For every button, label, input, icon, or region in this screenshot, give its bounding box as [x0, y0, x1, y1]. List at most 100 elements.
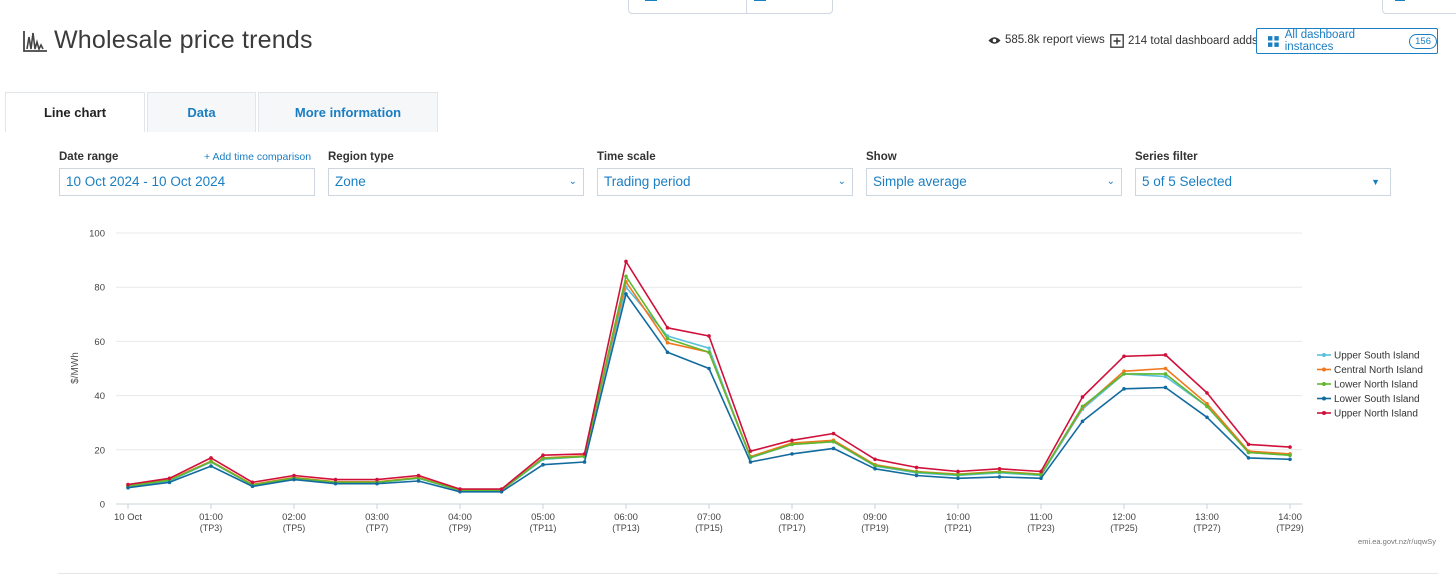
- page-title: Wholesale price trends: [54, 26, 313, 54]
- data-point: [997, 466, 1002, 471]
- data-point: [790, 442, 794, 447]
- y-tick-label: 80: [94, 283, 105, 294]
- legend-marker: [1322, 396, 1326, 401]
- x-tick-sublabel: (TP5): [283, 523, 306, 533]
- x-tick-sublabel: (TP15): [695, 523, 723, 533]
- legend-item[interactable]: Lower South Island: [1317, 394, 1420, 405]
- series-filter-select[interactable]: 5 of 5 Selected ▼: [1135, 168, 1391, 196]
- y-tick-label: 100: [89, 229, 105, 240]
- data-point: [126, 482, 130, 487]
- data-point: [1039, 472, 1043, 477]
- x-tick-label: 10:00: [946, 512, 970, 523]
- show-select[interactable]: Simple average ⌄: [866, 168, 1122, 196]
- list-icon: [645, 0, 657, 1]
- data-point: [1205, 404, 1209, 409]
- eye-icon: [988, 36, 1001, 44]
- x-tick-sublabel: (TP21): [944, 523, 972, 533]
- series-line: [127, 275, 1291, 492]
- region-type-select[interactable]: Zone ⌄: [328, 168, 584, 196]
- series-line: [127, 260, 1291, 490]
- legend-item[interactable]: Upper North Island: [1317, 409, 1418, 420]
- date-range-label: Date range: [59, 151, 119, 163]
- data-point: [624, 274, 628, 279]
- data-point: [831, 446, 836, 451]
- data-point: [956, 469, 960, 474]
- x-tick-sublabel: (TP11): [530, 523, 557, 533]
- data-point: [209, 459, 213, 464]
- tab-more-information[interactable]: More information: [258, 92, 438, 132]
- x-tick-label: 07:00: [697, 512, 721, 523]
- data-point: [209, 456, 213, 460]
- data-point: [1246, 450, 1251, 455]
- x-tick-sublabel: (TP17): [778, 523, 806, 533]
- divider: [58, 573, 1438, 574]
- data-point: [126, 485, 130, 490]
- tab-bar: Line chart Data More information: [5, 92, 438, 132]
- data-point: [250, 480, 255, 485]
- data-point: [1163, 374, 1168, 379]
- y-tick-label: 60: [94, 337, 105, 348]
- data-point: [1080, 404, 1085, 409]
- legend-marker: [1322, 411, 1326, 415]
- data-point: [1163, 372, 1168, 376]
- time-scale-select[interactable]: Trading period ⌄: [597, 168, 853, 196]
- data-point: [707, 346, 711, 350]
- data-point: [499, 490, 504, 494]
- y-axis-ticks: 0 20 40 60 80 100: [89, 229, 105, 511]
- legend-marker: [1322, 382, 1326, 386]
- view-toggle-group[interactable]: [628, 0, 833, 14]
- data-point: [1246, 442, 1251, 447]
- data-point: [997, 475, 1002, 479]
- data-point: [541, 456, 545, 461]
- data-point: [167, 480, 172, 485]
- y-axis-label: $/MWh: [70, 352, 81, 384]
- data-point: [458, 490, 462, 494]
- add-time-comparison-link[interactable]: + Add time comparison: [204, 151, 312, 163]
- data-point: [665, 350, 670, 355]
- data-point: [333, 481, 338, 486]
- data-point: [1039, 476, 1043, 481]
- source-note: emi.ea.govt.nz/r/uqwSy: [1358, 537, 1436, 546]
- data-point: [1039, 469, 1043, 474]
- legend-item[interactable]: Central North Island: [1317, 365, 1423, 376]
- data-point: [831, 439, 836, 444]
- data-point: [914, 465, 919, 470]
- x-tick-label: 04:00: [448, 512, 472, 523]
- data-point: [956, 476, 960, 481]
- data-point: [1205, 401, 1209, 406]
- legend-label: Upper North Island: [1334, 409, 1418, 420]
- data-point: [292, 473, 296, 478]
- tab-line-chart[interactable]: Line chart: [5, 92, 145, 132]
- data-point: [167, 476, 172, 481]
- data-point: [292, 477, 296, 482]
- region-type-value: Zone: [335, 174, 366, 189]
- grid-icon: [754, 0, 766, 1]
- x-tick-label: 01:00: [199, 512, 223, 523]
- data-point: [458, 487, 462, 491]
- data-point: [1122, 369, 1126, 374]
- data-point: [1288, 457, 1292, 462]
- data-point: [707, 334, 711, 338]
- legend-item[interactable]: Upper South Island: [1317, 351, 1420, 362]
- all-dashboard-instances-button[interactable]: All dashboard instances 156: [1256, 28, 1438, 54]
- data-point: [250, 484, 255, 489]
- data-point: [333, 477, 338, 482]
- legend-item[interactable]: Lower North Island: [1317, 380, 1418, 391]
- tab-data[interactable]: Data: [147, 92, 256, 132]
- legend-marker: [1322, 353, 1326, 357]
- data-point: [541, 453, 545, 458]
- chart-legend[interactable]: Upper South Island Central North Island Lo…: [1317, 351, 1423, 420]
- line-chart: 0 20 40 60 80 100 10 Oct 01:00(TP3) 02:00(TP5) 0…: [70, 229, 1436, 547]
- y-tick-label: 0: [100, 500, 105, 511]
- expand-button[interactable]: [1382, 0, 1456, 14]
- x-tick-label: 09:00: [863, 512, 887, 523]
- data-point: [914, 470, 919, 474]
- x-tick-label: 08:00: [780, 512, 804, 523]
- expand-icon: [1395, 0, 1405, 1]
- x-tick-sublabel: (TP13): [612, 523, 640, 533]
- data-point: [416, 479, 421, 483]
- data-point: [1205, 391, 1209, 395]
- data-point: [1246, 456, 1251, 460]
- date-range-input[interactable]: 10 Oct 2024 - 10 Oct 2024: [59, 168, 315, 196]
- title-area: Wholesale price trends: [22, 26, 313, 55]
